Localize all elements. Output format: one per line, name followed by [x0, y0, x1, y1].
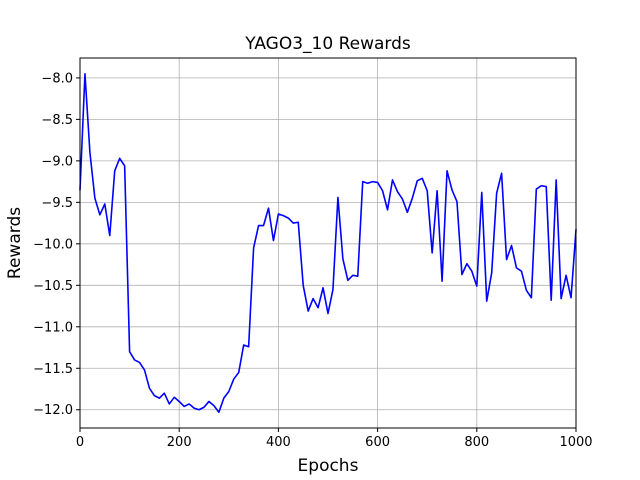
y-tick-label: −11.0 — [33, 320, 73, 335]
x-tick-label: 800 — [464, 435, 489, 450]
y-tick-label: −8.0 — [41, 71, 73, 86]
y-tick-label: −11.5 — [33, 362, 73, 377]
reward-series-line — [79, 72, 577, 414]
x-tick-label: 600 — [365, 435, 390, 450]
x-axis-label: Epochs — [298, 456, 359, 476]
y-tick-label: −10.0 — [33, 237, 73, 252]
axis-ticks: 0 200 400 600 800 1000 −8.0 −8.5 −9.0 −9.5 −10.0 −1… — [33, 71, 592, 450]
y-tick-label: −9.0 — [41, 154, 73, 169]
y-axis-label: Rewards — [5, 207, 25, 279]
x-tick-label: 400 — [266, 435, 291, 450]
plot-frame — [79, 57, 577, 429]
x-tick-label: 200 — [167, 435, 192, 450]
y-tick-label: −10.5 — [33, 279, 73, 294]
y-tick-label: −12.0 — [33, 403, 73, 418]
chart-title: YAGO3_10 Rewards — [244, 34, 411, 54]
x-tick-label: 0 — [76, 435, 84, 450]
y-tick-label: −9.5 — [41, 196, 73, 211]
y-tick-label: −8.5 — [41, 113, 73, 128]
series-layer — [79, 72, 577, 414]
x-tick-label: 1000 — [559, 435, 592, 450]
